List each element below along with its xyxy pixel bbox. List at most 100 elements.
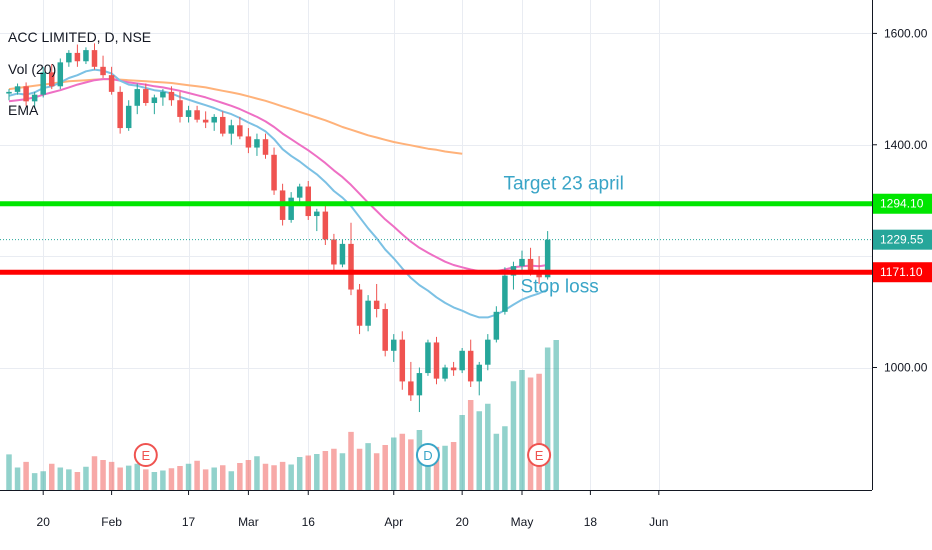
candle (228, 119, 235, 145)
candle-body (296, 186, 303, 198)
event-marker-circle (133, 443, 158, 467)
volume-bar (49, 463, 55, 490)
price-level-tags: 1294.10 1229.55 1171.10 (873, 193, 932, 283)
candle (391, 334, 397, 362)
candle (194, 105, 200, 123)
candle-body (194, 110, 200, 120)
candle (322, 206, 329, 245)
candle-body (83, 50, 89, 62)
annotation-text: Target 23 april (503, 173, 623, 194)
candle-body (49, 72, 55, 87)
candle (160, 89, 166, 106)
volume-bar (382, 445, 388, 490)
candle-body (476, 364, 482, 382)
candle (66, 50, 72, 67)
candle (502, 267, 508, 315)
volume-bar (425, 445, 431, 490)
candle-body (493, 311, 500, 340)
volume-bar (510, 381, 517, 490)
candlesticks (6, 43, 551, 413)
volume-bar (288, 464, 294, 490)
price-axis[interactable]: 1600.00 1400.00 1000.00 1294.10 1229.55 1171… (872, 0, 932, 520)
volume-bar (271, 465, 277, 490)
candle (91, 43, 98, 70)
candle-body (288, 197, 294, 220)
volume-bar (314, 454, 320, 490)
candle-body (14, 86, 21, 92)
candle (459, 348, 465, 374)
candle-body (160, 91, 166, 98)
candle-body (322, 211, 329, 240)
candle-body (442, 367, 448, 379)
candle-body (57, 62, 64, 87)
volume-bar (245, 460, 252, 490)
volume-bar (339, 453, 346, 490)
volume-bar (467, 400, 474, 490)
target-price-label: 1294.10 (880, 197, 924, 211)
volume-bar (31, 473, 38, 490)
candle (31, 91, 38, 109)
volume-bar (57, 467, 64, 490)
candle (485, 334, 491, 371)
event-marker-label: E (141, 448, 150, 463)
candle (519, 250, 525, 273)
volume-bar (66, 469, 72, 490)
time-axis-tick-label: Apr (384, 515, 403, 529)
volume-bar (83, 466, 89, 490)
volume-bar (296, 457, 303, 490)
candle (408, 361, 414, 401)
chart-annotations: Target 23 april Stop loss (503, 173, 623, 297)
price-axis-tick-label: 1400.00 (884, 138, 928, 152)
volume-bar (143, 469, 149, 490)
event-marker-circle (527, 443, 552, 467)
volume-bar (331, 448, 337, 490)
time-axis-tick-label: 17 (182, 515, 196, 529)
candle-body (117, 91, 123, 129)
candle (254, 133, 260, 156)
volume-bar (485, 403, 491, 490)
candle (382, 303, 388, 357)
volume-bar (450, 442, 457, 490)
volume-bar (100, 460, 106, 490)
candle (100, 55, 106, 78)
volume-bar (502, 426, 508, 490)
candle (57, 58, 64, 90)
candle (305, 180, 311, 220)
candle (348, 222, 354, 296)
volume-bar (168, 468, 175, 490)
ema-mid-line (8, 78, 548, 273)
time-axis-ticks: 20 Feb 17 Mar 16 Apr 20 May 18 Jun (37, 490, 668, 529)
candle-body (331, 239, 337, 265)
volume-bar (117, 467, 123, 490)
candle (108, 66, 115, 95)
candle-body (348, 243, 354, 290)
candle-body (391, 339, 397, 351)
candle-body (100, 66, 106, 76)
target-price-tag (873, 193, 932, 214)
candle-body (143, 89, 149, 104)
volume-bar (23, 461, 29, 490)
candle (365, 295, 371, 332)
price-levels (0, 201, 872, 275)
candle-body (408, 381, 414, 396)
volume-bar (279, 461, 286, 490)
time-axis[interactable]: 20 Feb 17 Mar 16 Apr 20 May 18 Jun (0, 490, 932, 550)
candle (288, 192, 294, 223)
volume-bar (399, 433, 406, 490)
volume-bar (185, 463, 192, 490)
volume-bar (220, 465, 226, 490)
time-axis-tick-label: 16 (302, 515, 316, 529)
candle (442, 364, 448, 382)
candle-body (108, 75, 115, 92)
candle (185, 105, 192, 123)
candle (373, 283, 380, 318)
volume-bar (519, 370, 525, 490)
candle (14, 83, 21, 95)
volume-bar (160, 470, 166, 490)
candle-body (151, 97, 158, 104)
candle-body (544, 239, 551, 278)
candle (49, 64, 55, 90)
time-axis-tick-label: 18 (584, 515, 598, 529)
